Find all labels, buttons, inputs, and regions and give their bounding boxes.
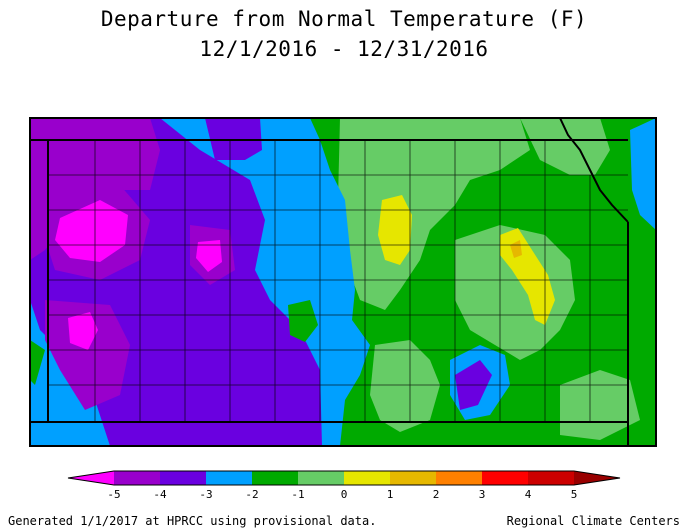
legend-swatch-lt-neg5 [68, 471, 114, 485]
legend-tick: -4 [153, 488, 167, 501]
magenta-zone-3 [196, 240, 222, 272]
legend-swatch-neg2-neg1 [252, 471, 298, 485]
orange-spot [510, 240, 522, 258]
legend-swatch-neg1-0 [298, 471, 344, 485]
legend-tick: 0 [341, 488, 348, 501]
legend-tick: -1 [291, 488, 304, 501]
legend-swatch-1-2 [390, 471, 436, 485]
legend-tick: 2 [433, 488, 440, 501]
map-frame [29, 117, 657, 447]
map-title: Departure from Normal Temperature (F) [100, 7, 588, 31]
legend-swatch-neg4-neg3 [160, 471, 206, 485]
legend-swatch-0-1 [344, 471, 390, 485]
date-range: 12/1/2016 - 12/31/2016 [199, 37, 489, 61]
legend-tick: 4 [525, 488, 532, 501]
legend-tick: -3 [199, 488, 212, 501]
legend-tick: 5 [571, 488, 578, 501]
magenta-zone-2 [68, 312, 98, 350]
legend-tick: -2 [245, 488, 258, 501]
magenta-zone-1 [55, 200, 128, 262]
lightgreen-zone-central [338, 118, 530, 310]
legend-swatch-neg5-neg4 [114, 471, 160, 485]
state-borders [30, 117, 629, 446]
legend-swatch-2-3 [436, 471, 482, 485]
blue-zone-northeast-edge [630, 118, 656, 230]
lightgreen-zone-south [370, 340, 440, 432]
footer-source: Regional Climate Centers [506, 514, 680, 528]
lightgreen-zone-northeast [520, 118, 610, 175]
footer-generated-note: Generated 1/1/2017 at HPRCC using provis… [8, 514, 377, 528]
legend-swatch-4-5 [528, 471, 574, 485]
legend-swatch-neg3-neg2 [206, 471, 252, 485]
legend-tick: -5 [107, 488, 120, 501]
yellow-zone-1 [378, 195, 412, 265]
color-legend [67, 470, 621, 486]
legend-swatch-gt-5 [574, 471, 620, 485]
darkpurple-zone-sw [45, 300, 130, 410]
county-lines [48, 140, 628, 422]
legend-tick: 3 [479, 488, 486, 501]
legend-tick: 1 [387, 488, 394, 501]
legend-outline [67, 470, 621, 486]
green-pocket [288, 300, 318, 342]
legend-ticks: -5 -4 -3 -2 -1 0 1 2 3 4 5 [107, 488, 577, 501]
green-pocket-west [30, 340, 45, 385]
legend-swatch-3-4 [482, 471, 528, 485]
